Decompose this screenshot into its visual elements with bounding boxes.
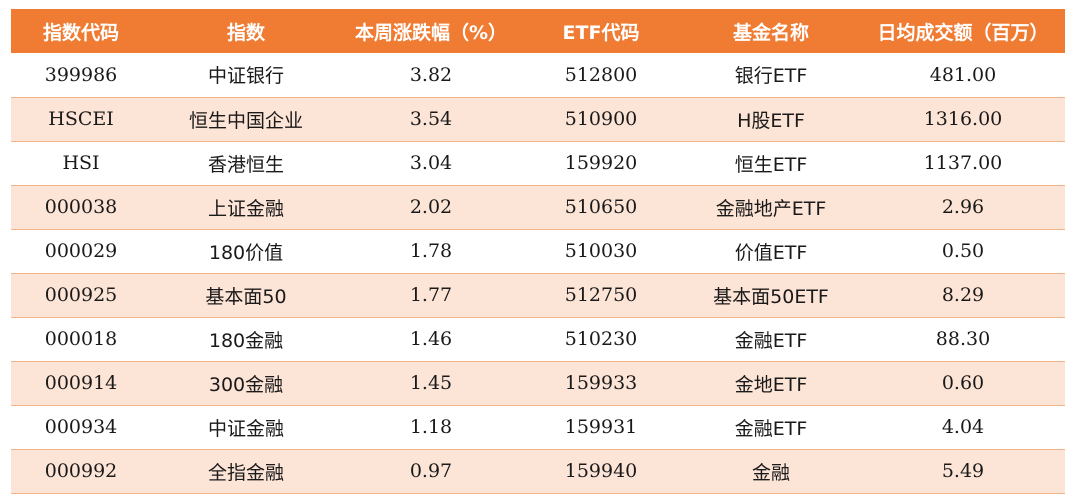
cell-index-code: 000992	[11, 449, 151, 494]
table-row: 000934 中证金融 1.18 159931 金融ETF 4.04	[11, 405, 1065, 450]
cell-etf-code: 159940	[521, 449, 681, 494]
cell-etf-code: 510900	[521, 97, 681, 142]
cell-weekly-change: 1.45	[341, 361, 521, 406]
cell-fund-name: 金融	[681, 449, 861, 494]
cell-weekly-change: 1.78	[341, 229, 521, 274]
cell-index-name: 香港恒生	[151, 141, 341, 186]
cell-weekly-change: 3.82	[341, 53, 521, 98]
cell-index-name: 基本面50	[151, 273, 341, 318]
cell-index-name: 中证金融	[151, 405, 341, 450]
cell-index-name: 中证银行	[151, 53, 341, 98]
cell-daily-turnover: 8.29	[861, 273, 1065, 318]
cell-weekly-change: 1.18	[341, 405, 521, 450]
header-index-name: 指数	[226, 21, 265, 44]
cell-weekly-change: 1.46	[341, 317, 521, 362]
cell-etf-code: 159933	[521, 361, 681, 406]
cell-fund-name: 价值ETF	[681, 229, 861, 274]
cell-etf-code: 512800	[521, 53, 681, 98]
cell-daily-turnover: 1137.00	[861, 141, 1065, 186]
cell-etf-code: 510230	[521, 317, 681, 362]
cell-index-name: 上证金融	[151, 185, 341, 230]
cell-daily-turnover: 2.96	[861, 185, 1065, 230]
cell-daily-turnover: 5.49	[861, 449, 1065, 494]
cell-fund-name: H股ETF	[681, 97, 861, 142]
table-row: 399986 中证银行 3.82 512800 银行ETF 481.00	[11, 53, 1065, 98]
header-weekly-change: 本周涨跌幅（%）	[354, 21, 508, 44]
cell-index-code: 000029	[11, 229, 151, 274]
cell-daily-turnover: 481.00	[861, 53, 1065, 98]
cell-index-code: HSCEI	[11, 97, 151, 142]
cell-index-code: 000925	[11, 273, 151, 318]
cell-fund-name: 基本面50ETF	[681, 273, 861, 318]
cell-weekly-change: 1.77	[341, 273, 521, 318]
cell-daily-turnover: 4.04	[861, 405, 1065, 450]
header-etf-code: ETF代码	[562, 21, 640, 44]
table-row: HSI 香港恒生 3.04 159920 恒生ETF 1137.00	[11, 141, 1065, 186]
table-row: 000914 300金融 1.45 159933 金地ETF 0.60	[11, 361, 1065, 406]
etf-weekly-table: 指数代码 指数 本周涨跌幅（%） ETF代码 基金名称 日均成交额（百万） 39…	[11, 9, 1065, 494]
cell-index-code: 000934	[11, 405, 151, 450]
cell-index-code: 000038	[11, 185, 151, 230]
cell-weekly-change: 0.97	[341, 449, 521, 494]
cell-daily-turnover: 0.50	[861, 229, 1065, 274]
table-row: 000992 全指金融 0.97 159940 金融 5.49	[11, 449, 1065, 494]
cell-daily-turnover: 0.60	[861, 361, 1065, 406]
cell-index-name: 恒生中国企业	[151, 97, 341, 142]
cell-index-code: 399986	[11, 53, 151, 98]
header-fund-name: 基金名称	[732, 21, 809, 44]
table-row: 000925 基本面50 1.77 512750 基本面50ETF 8.29	[11, 273, 1065, 318]
header-index-code: 指数代码	[42, 21, 119, 44]
cell-weekly-change: 2.02	[341, 185, 521, 230]
cell-weekly-change: 3.04	[341, 141, 521, 186]
cell-index-name: 180金融	[151, 317, 341, 362]
cell-etf-code: 510650	[521, 185, 681, 230]
table-row: 000029 180价值 1.78 510030 价值ETF 0.50	[11, 229, 1065, 274]
table-body: 399986 中证银行 3.82 512800 银行ETF 481.00 HSCEI 恒生中国…	[11, 53, 1065, 494]
cell-daily-turnover: 88.30	[861, 317, 1065, 362]
header-row: 指数代码 指数 本周涨跌幅（%） ETF代码 基金名称 日均成交额（百万）	[11, 9, 1065, 53]
cell-etf-code: 512750	[521, 273, 681, 318]
cell-etf-code: 510030	[521, 229, 681, 274]
cell-fund-name: 银行ETF	[681, 53, 861, 98]
cell-daily-turnover: 1316.00	[861, 97, 1065, 142]
cell-etf-code: 159931	[521, 405, 681, 450]
cell-fund-name: 金融地产ETF	[681, 185, 861, 230]
cell-etf-code: 159920	[521, 141, 681, 186]
cell-index-code: 000018	[11, 317, 151, 362]
cell-fund-name: 恒生ETF	[681, 141, 861, 186]
cell-index-code: 000914	[11, 361, 151, 406]
cell-index-code: HSI	[11, 141, 151, 186]
cell-fund-name: 金地ETF	[681, 361, 861, 406]
table-row: 000038 上证金融 2.02 510650 金融地产ETF 2.96	[11, 185, 1065, 230]
header-daily-turnover: 日均成交额（百万）	[877, 21, 1049, 44]
table-header: 指数代码 指数 本周涨跌幅（%） ETF代码 基金名称 日均成交额（百万）	[11, 9, 1065, 53]
cell-index-name: 180价值	[151, 229, 341, 274]
table-row: HSCEI 恒生中国企业 3.54 510900 H股ETF 1316.00	[11, 97, 1065, 142]
cell-fund-name: 金融ETF	[681, 405, 861, 450]
cell-index-name: 300金融	[151, 361, 341, 406]
cell-index-name: 全指金融	[151, 449, 341, 494]
table-row: 000018 180金融 1.46 510230 金融ETF 88.30	[11, 317, 1065, 362]
cell-fund-name: 金融ETF	[681, 317, 861, 362]
cell-weekly-change: 3.54	[341, 97, 521, 142]
